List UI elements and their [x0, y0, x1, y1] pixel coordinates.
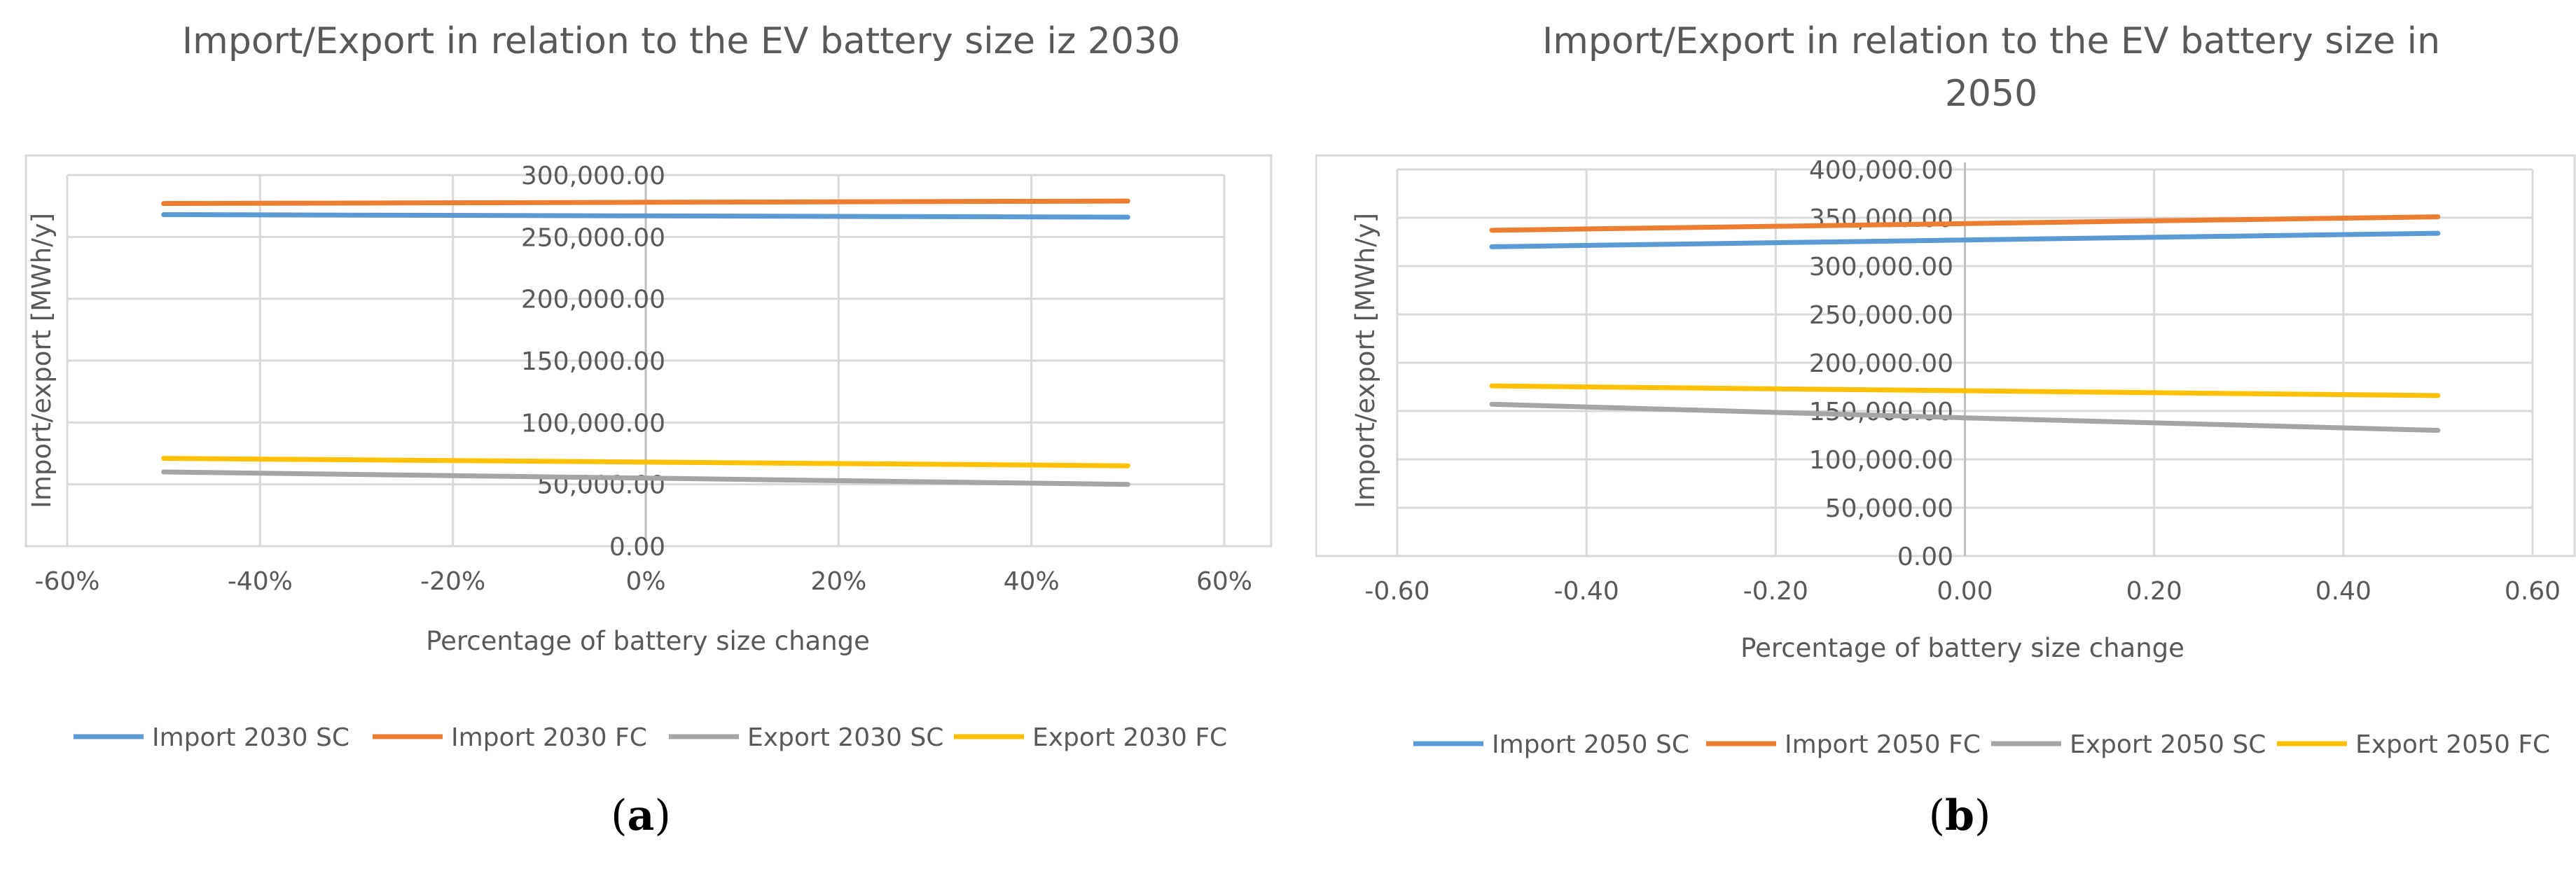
x-tick-label: 60%	[1196, 567, 1252, 596]
sub-label-b: (b)	[1928, 791, 1991, 840]
chart-panel-a: Import/Export in relation to the EV batt…	[0, 0, 1282, 869]
series-line-import-2050-sc	[1489, 230, 2441, 249]
y-tick-label: 100,000.00	[1809, 446, 1953, 475]
legend-label: Export 2050 SC	[2070, 730, 2266, 759]
chart-svg-a: 0.0050,000.00100,000.00150,000.00200,000…	[25, 154, 1273, 752]
y-tick-label: 0.00	[609, 533, 665, 562]
legend-label: Export 2050 FC	[2355, 730, 2550, 759]
y-tick-label: 200,000.00	[1809, 349, 1953, 378]
sub-label-a: (a)	[611, 791, 671, 840]
x-tick-label: 0.20	[2126, 577, 2182, 606]
x-tick-label: -0.40	[1554, 577, 1619, 606]
legend-label: Import 2030 SC	[152, 723, 349, 752]
x-tick-label: 0%	[625, 567, 665, 596]
x-tick-label: 20%	[810, 567, 866, 596]
y-tick-label: 200,000.00	[521, 286, 665, 314]
x-tick-label: 0.00	[1937, 577, 1993, 606]
y-tick-label: 400,000.00	[1809, 156, 1953, 185]
legend-label: Import 2030 FC	[451, 723, 647, 752]
chart-panel-b: Import/Export in relation to the EV batt…	[1315, 0, 2576, 869]
series-line-export-2030-sc	[161, 469, 1130, 487]
series-line-export-2030-fc	[161, 456, 1130, 468]
y-tick-label: 350,000.00	[1809, 204, 1953, 233]
x-tick-label: 40%	[1004, 567, 1060, 596]
y-tick-label: 250,000.00	[1809, 301, 1953, 330]
chart-svg-b: 0.0050,000.00100,000.00150,000.00200,000…	[1315, 154, 2576, 759]
legend-label: Export 2030 FC	[1032, 723, 1227, 752]
series-line-import-2030-fc	[161, 198, 1130, 207]
x-tick-label: -20%	[420, 567, 485, 596]
y-axis-label-a: Import/export [MWh/y]	[27, 213, 57, 508]
x-tick-label: -0.20	[1743, 577, 1808, 606]
legend-label: Import 2050 SC	[1492, 730, 1689, 759]
x-tick-label: -40%	[228, 567, 293, 596]
x-tick-label: 0.60	[2505, 577, 2561, 606]
x-axis-label-b: Percentage of battery size change	[1740, 633, 2184, 663]
legend-label: Import 2050 FC	[1785, 730, 1981, 759]
chart-title-a: Import/Export in relation to the EV batt…	[181, 20, 1181, 62]
y-tick-label: 50,000.00	[1825, 494, 1953, 523]
y-tick-label: 150,000.00	[521, 347, 665, 376]
y-tick-label: 0.00	[1897, 543, 1953, 571]
legend-label: Export 2030 SC	[747, 723, 943, 752]
x-tick-label: -60%	[34, 567, 99, 596]
series-line-import-2030-sc	[161, 212, 1130, 220]
chart-title-b: Import/Export in relation to the EV batt…	[1542, 20, 2441, 115]
y-tick-label: 300,000.00	[1809, 253, 1953, 281]
y-tick-label: 100,000.00	[521, 409, 665, 438]
x-tick-label: 0.40	[2315, 577, 2371, 606]
y-tick-label: 300,000.00	[521, 162, 665, 190]
y-axis-label-b: Import/export [MWh/y]	[1350, 213, 1380, 508]
y-tick-label: 250,000.00	[521, 223, 665, 252]
x-tick-label: -0.60	[1364, 577, 1429, 606]
series-line-export-2050-fc	[1489, 383, 2441, 398]
series-line-import-2050-fc	[1489, 214, 2441, 233]
series-line-export-2050-sc	[1489, 401, 2441, 433]
x-axis-label-a: Percentage of battery size change	[426, 626, 870, 656]
